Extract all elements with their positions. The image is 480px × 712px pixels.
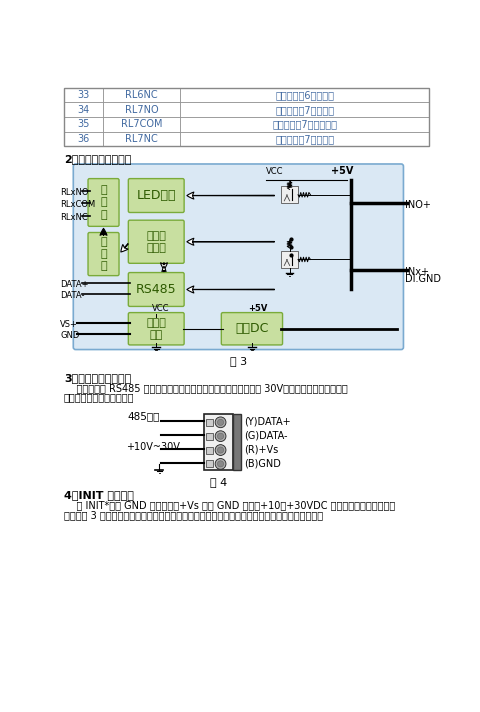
Text: INx+: INx+	[404, 267, 428, 277]
Bar	[280, 187, 298, 203]
Text: 隔离DC: 隔离DC	[235, 323, 268, 335]
Bar	[203, 414, 232, 470]
Text: 电源调
整器: 电源调 整器	[146, 318, 166, 340]
FancyArrowPatch shape	[162, 266, 166, 272]
Text: 33: 33	[77, 90, 89, 100]
Text: 电源输入及 RS485 通讯接口如下图所示，输入电源的最大电压为 30V，超过量程范围可能会造: 电源输入及 RS485 通讯接口如下图所示，输入电源的最大电压为 30V，超过量…	[64, 384, 347, 394]
Bar	[180, 117, 428, 132]
Text: 将 INIT*脚与 GND 脚短接，在+Vs 端和 GND 端间加+10～+30VDC 电压，上电后模块指示灯: 将 INIT*脚与 GND 脚短接，在+Vs 端和 GND 端间加+10～+30…	[64, 501, 395, 511]
FancyBboxPatch shape	[88, 233, 119, 276]
Text: 36: 36	[77, 134, 89, 144]
Text: RL7COM: RL7COM	[120, 120, 162, 130]
Circle shape	[215, 459, 226, 469]
Text: (B)GND: (B)GND	[243, 459, 280, 468]
Text: 图 4: 图 4	[209, 477, 227, 488]
Text: RS485: RS485	[136, 283, 176, 296]
Bar	[64, 132, 103, 146]
Bar	[205, 419, 212, 426]
Text: INO+: INO+	[404, 200, 430, 210]
Circle shape	[217, 447, 223, 453]
FancyBboxPatch shape	[73, 164, 403, 350]
Text: 35: 35	[77, 120, 89, 130]
Text: LED模块: LED模块	[136, 189, 176, 202]
Bar	[205, 461, 212, 467]
FancyBboxPatch shape	[128, 179, 184, 212]
Text: RL7NO: RL7NO	[124, 105, 158, 115]
Text: 485电平: 485电平	[127, 411, 160, 422]
Text: 快速闪烁 3 次，待指示灯闪烁停止后，此时模块已经完成复位，断电上电，模块恢复出厂设置，默: 快速闪烁 3 次，待指示灯闪烁停止后，此时模块已经完成复位，断电上电，模块恢复出…	[64, 510, 323, 520]
Text: 继电器输出7通道常闭: 继电器输出7通道常闭	[275, 134, 334, 144]
Bar	[103, 132, 180, 146]
Text: 继电器输出7通道常开: 继电器输出7通道常开	[275, 105, 334, 115]
Bar	[64, 103, 103, 117]
Text: 继
电
器: 继 电 器	[100, 185, 107, 220]
Text: (R)+Vs: (R)+Vs	[243, 445, 277, 455]
FancyArrowPatch shape	[187, 192, 274, 199]
Circle shape	[215, 445, 226, 456]
Bar	[280, 251, 298, 268]
FancyBboxPatch shape	[128, 273, 184, 306]
Circle shape	[217, 419, 223, 425]
Text: 成模块电路的永久性损坏。: 成模块电路的永久性损坏。	[64, 393, 134, 403]
Circle shape	[215, 417, 226, 428]
Text: 2、模块内部结构框图: 2、模块内部结构框图	[64, 154, 131, 164]
Bar	[103, 117, 180, 132]
FancyArrowPatch shape	[160, 263, 167, 270]
Bar	[205, 446, 212, 454]
FancyArrowPatch shape	[187, 239, 274, 245]
Text: 反
相
器: 反 相 器	[100, 236, 107, 271]
FancyBboxPatch shape	[88, 179, 119, 226]
Bar	[232, 414, 240, 470]
Bar	[64, 117, 103, 132]
Text: VCC: VCC	[265, 167, 282, 176]
Text: VS+: VS+	[60, 320, 78, 330]
Bar	[103, 103, 180, 117]
Text: 34: 34	[77, 105, 89, 115]
Bar	[103, 88, 180, 103]
Text: RL7NC: RL7NC	[125, 134, 157, 144]
Text: +5V: +5V	[248, 304, 267, 313]
Bar	[64, 88, 103, 103]
Bar	[64, 88, 428, 146]
FancyArrowPatch shape	[120, 244, 128, 252]
Text: DATA+: DATA+	[60, 281, 88, 289]
Text: +5V: +5V	[331, 166, 353, 176]
Bar	[205, 433, 212, 439]
Bar	[180, 103, 428, 117]
Text: +10V~30V: +10V~30V	[126, 442, 180, 452]
FancyArrowPatch shape	[100, 229, 107, 235]
Bar	[180, 132, 428, 146]
Text: 嵌入式
控制器: 嵌入式 控制器	[146, 231, 166, 253]
FancyBboxPatch shape	[128, 313, 184, 345]
Text: 图 3: 图 3	[229, 357, 246, 367]
FancyBboxPatch shape	[128, 220, 184, 263]
Text: 3、电源及通讯线连接: 3、电源及通讯线连接	[64, 373, 131, 384]
Text: DATA-: DATA-	[60, 291, 84, 300]
Text: 继电器输出7通道公共端: 继电器输出7通道公共端	[272, 120, 336, 130]
Circle shape	[215, 431, 226, 441]
Text: (Y)DATA+: (Y)DATA+	[243, 417, 290, 427]
Text: RLxNO: RLxNO	[60, 188, 88, 197]
FancyArrowPatch shape	[187, 286, 274, 293]
Circle shape	[217, 461, 223, 467]
Bar	[180, 88, 428, 103]
Text: DI.GND: DI.GND	[404, 275, 440, 285]
Text: (G)DATA-: (G)DATA-	[243, 431, 287, 441]
Text: RLxCOM: RLxCOM	[60, 200, 95, 209]
Text: 继电器输出6通道常闭: 继电器输出6通道常闭	[275, 90, 334, 100]
Circle shape	[217, 433, 223, 439]
FancyBboxPatch shape	[221, 313, 282, 345]
Text: 4、INIT 模式说明: 4、INIT 模式说明	[64, 490, 133, 500]
Text: VCC: VCC	[152, 304, 169, 313]
Text: RLxNC: RLxNC	[60, 213, 88, 221]
Text: GND: GND	[60, 331, 79, 340]
Text: RL6NC: RL6NC	[125, 90, 157, 100]
